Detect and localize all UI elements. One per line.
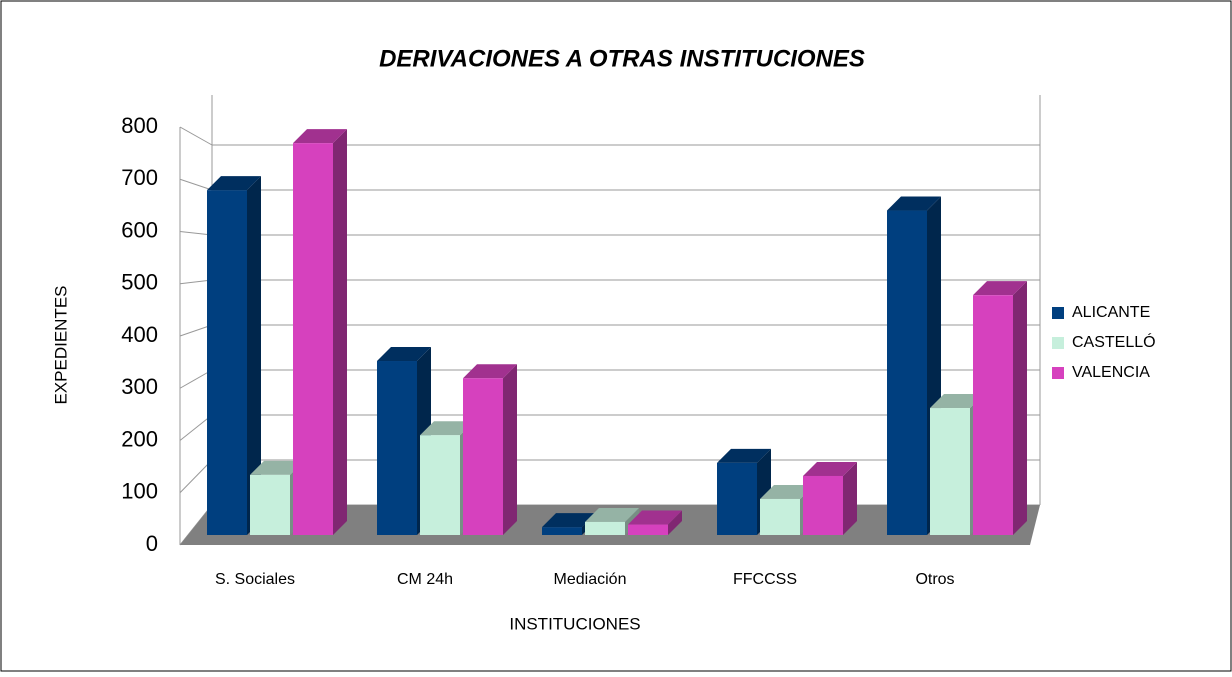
grid-line [179, 414, 213, 441]
y-tick-label: 500 [121, 270, 158, 295]
bar-top [803, 461, 857, 476]
grid-line [179, 126, 213, 146]
bar-top [463, 364, 517, 379]
bar-top [973, 281, 1027, 296]
y-tick-label: 0 [146, 531, 158, 556]
x-tick-label: FFCCSS [733, 571, 797, 588]
bar [803, 475, 843, 535]
grid-line [179, 369, 213, 389]
bar-side [843, 461, 857, 535]
y-tick-label: 300 [121, 374, 158, 399]
bar-top [628, 510, 682, 525]
bar [760, 498, 800, 535]
bar-side [1013, 281, 1027, 535]
legend-swatch [1052, 307, 1064, 319]
y-axis-label: EXPEDIENTES [51, 285, 70, 404]
x-tick-label: S. Sociales [215, 571, 295, 588]
bar [717, 462, 757, 535]
grid-line [179, 459, 213, 494]
y-tick-label: 800 [121, 113, 158, 138]
bar-top [420, 421, 474, 436]
x-tick-label: Mediación [554, 571, 627, 588]
bar [207, 190, 247, 535]
bar-side [668, 510, 682, 535]
y-tick-label: 100 [121, 479, 158, 504]
bars [207, 129, 1027, 535]
x-tick-label: Otros [915, 571, 954, 588]
grid-line [179, 231, 213, 236]
bar-top [930, 394, 984, 409]
bar-top [250, 460, 304, 475]
bar [420, 435, 460, 535]
legend: ALICANTE CASTELLÓ VALENCIA [1052, 304, 1156, 381]
bar [973, 295, 1013, 535]
bar-side [333, 129, 347, 535]
grid-line [179, 178, 213, 191]
chart-title: DERIVACIONES A OTRAS INSTITUCIONES [379, 45, 865, 72]
bar-side [503, 364, 517, 535]
legend-label: VALENCIA [1072, 364, 1150, 381]
bar [930, 408, 970, 535]
y-tick-label: 700 [121, 165, 158, 190]
bar [542, 527, 582, 535]
grid-line [179, 279, 213, 285]
legend-label: CASTELLÓ [1072, 332, 1156, 351]
x-axis-label: INSTITUCIONES [509, 614, 640, 633]
bar [377, 361, 417, 535]
bar-top [760, 484, 814, 499]
bar-top [887, 196, 941, 211]
x-tick-label: CM 24h [397, 571, 453, 588]
bar [887, 210, 927, 535]
bar-top [585, 507, 639, 522]
y-tick-label: 600 [121, 217, 158, 242]
bar-top [293, 129, 347, 144]
bar-top [207, 176, 261, 191]
bar-top [717, 448, 771, 463]
bar-top [377, 347, 431, 362]
bar [628, 524, 668, 535]
bar [463, 378, 503, 535]
bar [585, 521, 625, 535]
bar [293, 143, 333, 535]
bar-top [542, 513, 596, 528]
legend-label: ALICANTE [1072, 304, 1150, 321]
legend-swatch [1052, 337, 1064, 349]
y-tick-label: 200 [121, 426, 158, 451]
bar-side [247, 176, 261, 535]
grid-line [179, 324, 213, 337]
bar [250, 474, 290, 535]
y-tick-label: 400 [121, 322, 158, 347]
legend-swatch [1052, 367, 1064, 379]
